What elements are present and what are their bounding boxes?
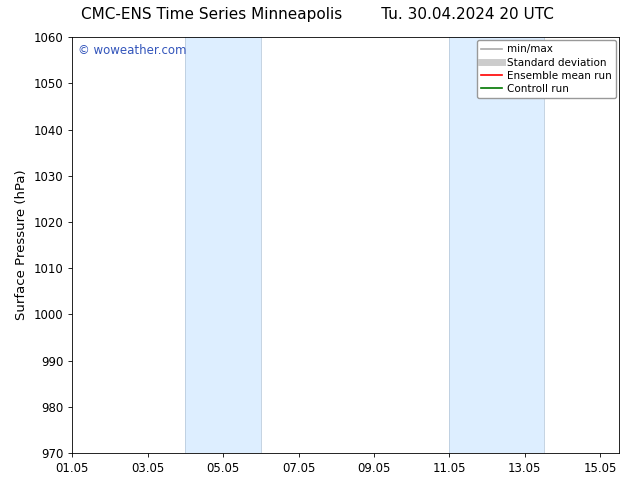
Y-axis label: Surface Pressure (hPa): Surface Pressure (hPa) [15, 170, 28, 320]
Text: © woweather.com: © woweather.com [78, 44, 186, 57]
Legend: min/max, Standard deviation, Ensemble mean run, Controll run: min/max, Standard deviation, Ensemble me… [477, 40, 616, 98]
Bar [450, 37, 543, 453]
Text: CMC-ENS Time Series Minneapolis        Tu. 30.04.2024 20 UTC: CMC-ENS Time Series Minneapolis Tu. 30.0… [81, 7, 553, 23]
Bar [185, 37, 261, 453]
